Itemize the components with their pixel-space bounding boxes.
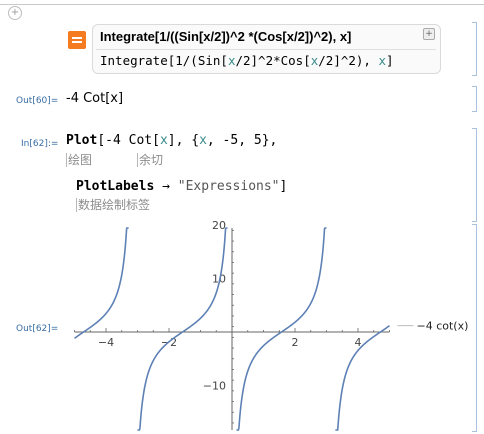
interpretation-text: /2]^2*Cos[ — [235, 53, 311, 68]
x-tick-label: 2 — [292, 336, 299, 349]
add-cell-icon[interactable]: + — [8, 6, 22, 20]
cell-bracket-out62[interactable] — [472, 224, 477, 432]
cot-curve-branch — [74, 227, 129, 339]
notebook-top-rule — [0, 4, 484, 5]
in62-input-line2[interactable]: PlotLabels → "Expressions"] — [76, 179, 287, 194]
out60-result: -4 Cot[x] — [66, 91, 124, 106]
cell-bracket-wolfram[interactable] — [472, 22, 477, 76]
y-tick-label: 10 — [212, 273, 226, 286]
function-hint-plotlabels: 数据绘制标签 — [76, 198, 151, 212]
in62-input-line1[interactable]: Plot[-4 Cot[x], {x, -5, 5}, — [66, 133, 277, 148]
cot-curve-branch — [335, 325, 390, 431]
interpretation-text: Integrate[1/(Sin[ — [100, 53, 228, 68]
out62-label: Out[62]= — [16, 324, 59, 334]
query-divider — [96, 49, 436, 50]
y-tick-label: 20 — [212, 219, 226, 232]
closing-bracket: ] — [279, 179, 288, 194]
cot-curve-branch — [236, 227, 327, 431]
function-hint-cot: 余切 — [137, 153, 164, 167]
y-tick-label: −10 — [203, 380, 226, 393]
plotlabels-value: "Expressions" — [177, 179, 280, 194]
wolfram-alpha-query-text[interactable]: Integrate[1/((Sin[x/2])^2 *(Cos[x/2])^2)… — [100, 29, 352, 44]
rule-arrow: → — [154, 179, 178, 194]
x-tick-label: −4 — [98, 336, 114, 349]
out60-label: Out[60]= — [16, 96, 59, 106]
x-tick-label: 4 — [355, 336, 362, 349]
plot-args-part2: ], { — [167, 133, 200, 148]
interpretation-text: /2]^2), — [318, 53, 379, 68]
cell-bracket-in62[interactable] — [472, 128, 477, 222]
interpretation-var-x: x — [310, 53, 319, 68]
plot-var-x: x — [159, 133, 168, 148]
expand-icon[interactable]: + — [423, 28, 435, 40]
plot-args-part1: [-4 Cot[ — [97, 133, 160, 148]
interpretation-var-x: x — [378, 53, 387, 68]
wolfram-alpha-interpretation[interactable]: Integrate[1/(Sin[x/2]^2*Cos[x/2]^2), x] — [100, 53, 394, 68]
plot-range-values: , -5, 5}, — [206, 133, 278, 148]
series-label: −4 cot(x) — [417, 320, 469, 333]
cot-curve-branch — [137, 227, 228, 431]
function-hint-plot: 绘图 — [66, 153, 93, 167]
interpretation-text: ] — [386, 53, 394, 68]
cell-bracket-out60[interactable] — [472, 86, 477, 112]
wolfram-alpha-equals-icon[interactable] — [68, 31, 86, 49]
plot-range-var-x: x — [199, 133, 207, 148]
interpretation-var-x: x — [227, 53, 236, 68]
in62-label: In[62]:= — [21, 139, 59, 149]
plotlabels-option: PlotLabels — [76, 179, 155, 194]
plot-function-name: Plot — [66, 133, 98, 148]
